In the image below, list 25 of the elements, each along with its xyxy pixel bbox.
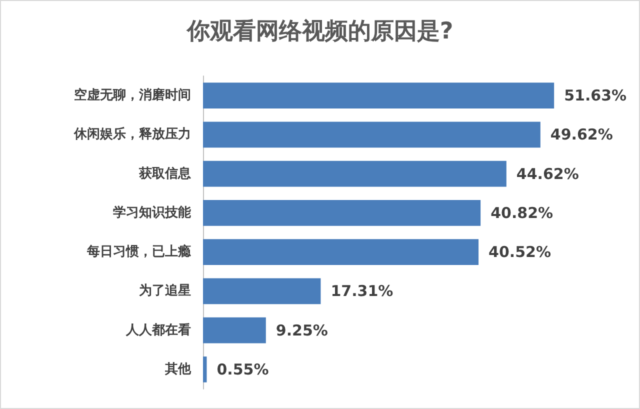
bar — [203, 122, 540, 148]
y-tick-label: 学习知识技能 — [113, 204, 192, 220]
bar — [203, 200, 481, 226]
bar — [203, 356, 207, 382]
y-tick-label: 其他 — [164, 362, 192, 377]
bar — [203, 278, 321, 304]
data-label: 40.82% — [490, 204, 554, 222]
data-label: 49.62% — [550, 126, 613, 144]
y-tick-label: 每日习惯，已上瘾 — [86, 244, 192, 260]
bar — [203, 239, 479, 265]
bar — [203, 160, 506, 187]
chart-title: 你观看网络视频的原因是? — [186, 18, 454, 44]
data-label: 17.31% — [330, 282, 394, 300]
bar — [203, 317, 266, 344]
data-label: 51.63% — [564, 86, 627, 105]
y-tick-label: 空虚无聊，消磨时间 — [74, 87, 191, 104]
y-tick-label: 为了追星 — [139, 284, 191, 299]
bar — [203, 82, 554, 108]
y-tick-label: 获取信息 — [138, 165, 192, 182]
data-label: 9.25% — [276, 321, 328, 340]
data-label: 44.62% — [516, 164, 579, 183]
data-label: 0.55% — [216, 360, 269, 378]
data-label: 40.52% — [488, 243, 552, 262]
y-tick-label: 人人都在看 — [125, 322, 191, 338]
y-tick-label: 休闲娱乐，释放压力 — [73, 126, 191, 142]
